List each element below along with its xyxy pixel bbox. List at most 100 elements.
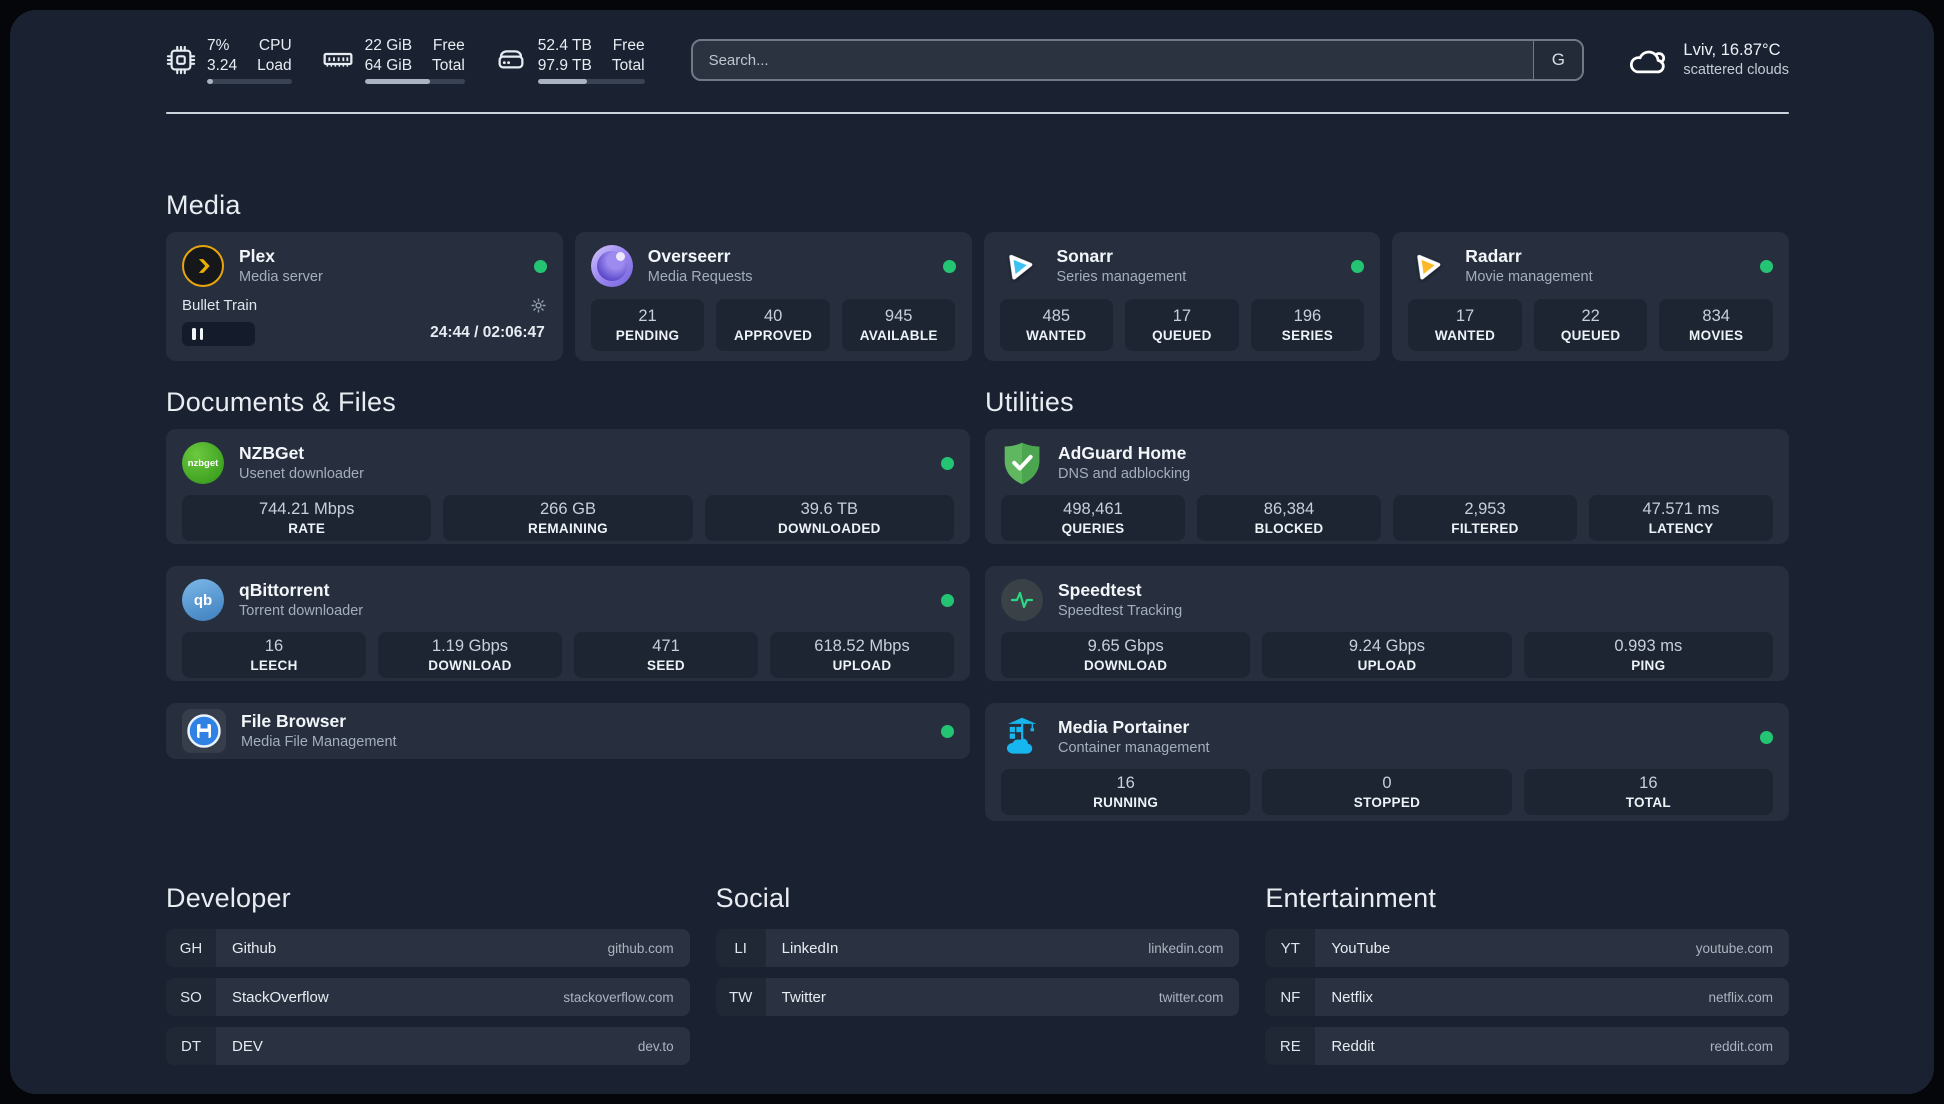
service-description: Torrent downloader bbox=[239, 603, 364, 620]
memory-progress-track bbox=[364, 79, 465, 85]
bookmark-linkedin[interactable]: LI LinkedIn linkedin.com bbox=[715, 929, 1240, 967]
filebrowser-icon bbox=[182, 709, 226, 753]
bookmark-github[interactable]: GH Github github.com bbox=[166, 929, 690, 967]
player-settings-icon[interactable] bbox=[530, 297, 547, 314]
service-description: Media Requests bbox=[647, 269, 753, 286]
bookmark-group-entertainment: Entertainment YT YouTube youtube.com NF … bbox=[1265, 881, 1789, 1076]
bookmark-netflix[interactable]: NF Netflix netflix.com bbox=[1265, 978, 1789, 1016]
nzbget-icon: nzbget bbox=[182, 442, 224, 484]
service-description: Media server bbox=[239, 269, 323, 286]
bookmark-abbr: SO bbox=[166, 978, 216, 1016]
qbittorrent-icon: qb bbox=[182, 579, 224, 621]
pause-icon[interactable] bbox=[192, 328, 203, 340]
stat-block: 196 SERIES bbox=[1250, 299, 1365, 351]
bookmark-url: twitter.com bbox=[1158, 989, 1224, 1005]
bookmark-abbr: TW bbox=[715, 978, 766, 1016]
cpu-progress-track bbox=[207, 79, 292, 85]
stat-block: 47.571 ms LATENCY bbox=[1589, 495, 1773, 541]
bookmark-url: dev.to bbox=[637, 1038, 674, 1054]
bookmark-name: Github bbox=[232, 939, 277, 957]
service-card-overseerr[interactable]: Overseerr Media Requests 21 PENDING 40 A… bbox=[574, 232, 972, 361]
bookmark-name: DEV bbox=[232, 1037, 263, 1055]
memory-progress-fill bbox=[364, 79, 430, 85]
disk-free-value: 52.4 TB bbox=[537, 36, 592, 54]
stat-block: 266 GB REMAINING bbox=[443, 495, 693, 541]
stat-block: 618.52 Mbps UPLOAD bbox=[770, 632, 954, 678]
status-dot bbox=[533, 259, 547, 273]
stat-block: 945 AVAILABLE bbox=[841, 299, 956, 351]
service-card-sonarr[interactable]: Sonarr Series management 485 WANTED 17 Q… bbox=[983, 232, 1381, 361]
section-title-documents: Documents & Files bbox=[166, 387, 396, 417]
stat-block: 0 STOPPED bbox=[1262, 769, 1512, 815]
service-card-portainer[interactable]: Media Portainer Container management 16 … bbox=[985, 703, 1789, 821]
bookmark-twitter[interactable]: TW Twitter twitter.com bbox=[715, 978, 1240, 1016]
service-name: AdGuard Home bbox=[1058, 442, 1187, 463]
service-name: qBittorrent bbox=[239, 579, 330, 600]
bookmark-url: linkedin.com bbox=[1148, 940, 1224, 956]
bookmark-url: stackoverflow.com bbox=[563, 989, 674, 1005]
service-card-radarr[interactable]: Radarr Movie management 17 WANTED 22 QUE… bbox=[1392, 232, 1789, 361]
memory-total-label: Total bbox=[432, 56, 465, 74]
stat-block: 9.24 Gbps UPLOAD bbox=[1262, 632, 1512, 678]
player-progress-bar[interactable]: 24:44 / 02:06:47 bbox=[182, 322, 547, 346]
status-dot bbox=[941, 593, 954, 607]
section-title-social: Social bbox=[715, 883, 791, 913]
service-card-adguard[interactable]: AdGuard Home DNS and adblocking 498,461 … bbox=[985, 429, 1789, 544]
service-name: Sonarr bbox=[1056, 245, 1113, 266]
bookmark-name: StackOverflow bbox=[232, 988, 329, 1006]
player-time: 24:44 / 02:06:47 bbox=[430, 324, 545, 341]
service-card-speedtest[interactable]: Speedtest Speedtest Tracking 9.65 Gbps D… bbox=[985, 566, 1789, 681]
service-card-filebrowser[interactable]: File Browser Media File Management bbox=[166, 703, 970, 759]
service-card-nzbget[interactable]: nzbget NZBGet Usenet downloader 744.21 M… bbox=[166, 429, 970, 544]
status-dot bbox=[1760, 730, 1773, 744]
section-title-entertainment: Entertainment bbox=[1265, 883, 1437, 913]
cpu-icon bbox=[166, 45, 196, 75]
service-name: Plex bbox=[239, 245, 275, 266]
bookmark-stackoverflow[interactable]: SO StackOverflow stackoverflow.com bbox=[166, 978, 690, 1016]
bookmark-name: Twitter bbox=[781, 988, 826, 1006]
top-bar: 7% 3.24 CPU Load bbox=[166, 34, 1789, 86]
status-dot bbox=[941, 724, 954, 738]
service-name: Radarr bbox=[1465, 245, 1522, 266]
stat-block: 16 LEECH bbox=[182, 632, 366, 678]
plex-icon bbox=[182, 245, 224, 287]
bookmark-abbr: GH bbox=[166, 929, 216, 967]
portainer-icon bbox=[1001, 716, 1043, 758]
overseerr-icon bbox=[590, 245, 633, 287]
stat-block: 86,384 BLOCKED bbox=[1197, 495, 1381, 541]
stat-block: 485 WANTED bbox=[999, 299, 1114, 351]
bookmark-youtube[interactable]: YT YouTube youtube.com bbox=[1265, 929, 1789, 967]
memory-widget: 22 GiB 64 GiB Free Total bbox=[322, 36, 465, 85]
weather-widget: Lviv, 16.87°C scattered clouds bbox=[1626, 38, 1789, 82]
search-provider-button[interactable]: G bbox=[1533, 41, 1583, 79]
bookmark-dev[interactable]: DT DEV dev.to bbox=[166, 1027, 690, 1065]
media-grid: Plex Media server Bullet Train 24:44 / 0… bbox=[166, 232, 1789, 361]
status-dot bbox=[1760, 259, 1773, 273]
stat-block: 40 APPROVED bbox=[716, 299, 830, 351]
documents-column: Documents & Files nzbget NZBGet Usenet d… bbox=[166, 385, 970, 821]
bookmark-name: Netflix bbox=[1331, 988, 1374, 1006]
service-description: DNS and adblocking bbox=[1058, 466, 1191, 483]
disk-total-label: Total bbox=[611, 56, 645, 74]
cpu-label: CPU bbox=[258, 36, 292, 54]
bookmark-name: LinkedIn bbox=[781, 939, 839, 957]
now-playing-title: Bullet Train bbox=[182, 297, 258, 314]
header-divider bbox=[166, 112, 1789, 114]
stat-block: 17 QUEUED bbox=[1125, 299, 1239, 351]
bookmark-url: netflix.com bbox=[1708, 989, 1773, 1005]
stat-block: 2,953 FILTERED bbox=[1393, 495, 1577, 541]
bookmark-reddit[interactable]: RE Reddit reddit.com bbox=[1265, 1027, 1789, 1065]
weather-condition: scattered clouds bbox=[1683, 62, 1789, 79]
service-name: File Browser bbox=[241, 710, 347, 731]
disk-free-label: Free bbox=[612, 36, 645, 54]
search-bar: G bbox=[690, 39, 1585, 81]
search-input[interactable] bbox=[692, 41, 1534, 79]
service-card-qbittorrent[interactable]: qb qBittorrent Torrent downloader 16 LEE… bbox=[166, 566, 970, 681]
service-card-plex[interactable]: Plex Media server Bullet Train 24:44 / 0… bbox=[166, 232, 563, 361]
sonarr-icon bbox=[1000, 245, 1042, 287]
stat-block: 744.21 Mbps RATE bbox=[182, 495, 432, 541]
bookmark-abbr: LI bbox=[715, 929, 766, 967]
disk-progress-fill bbox=[537, 79, 587, 85]
memory-free-label: Free bbox=[432, 36, 465, 54]
stat-block: 471 SEED bbox=[574, 632, 758, 678]
